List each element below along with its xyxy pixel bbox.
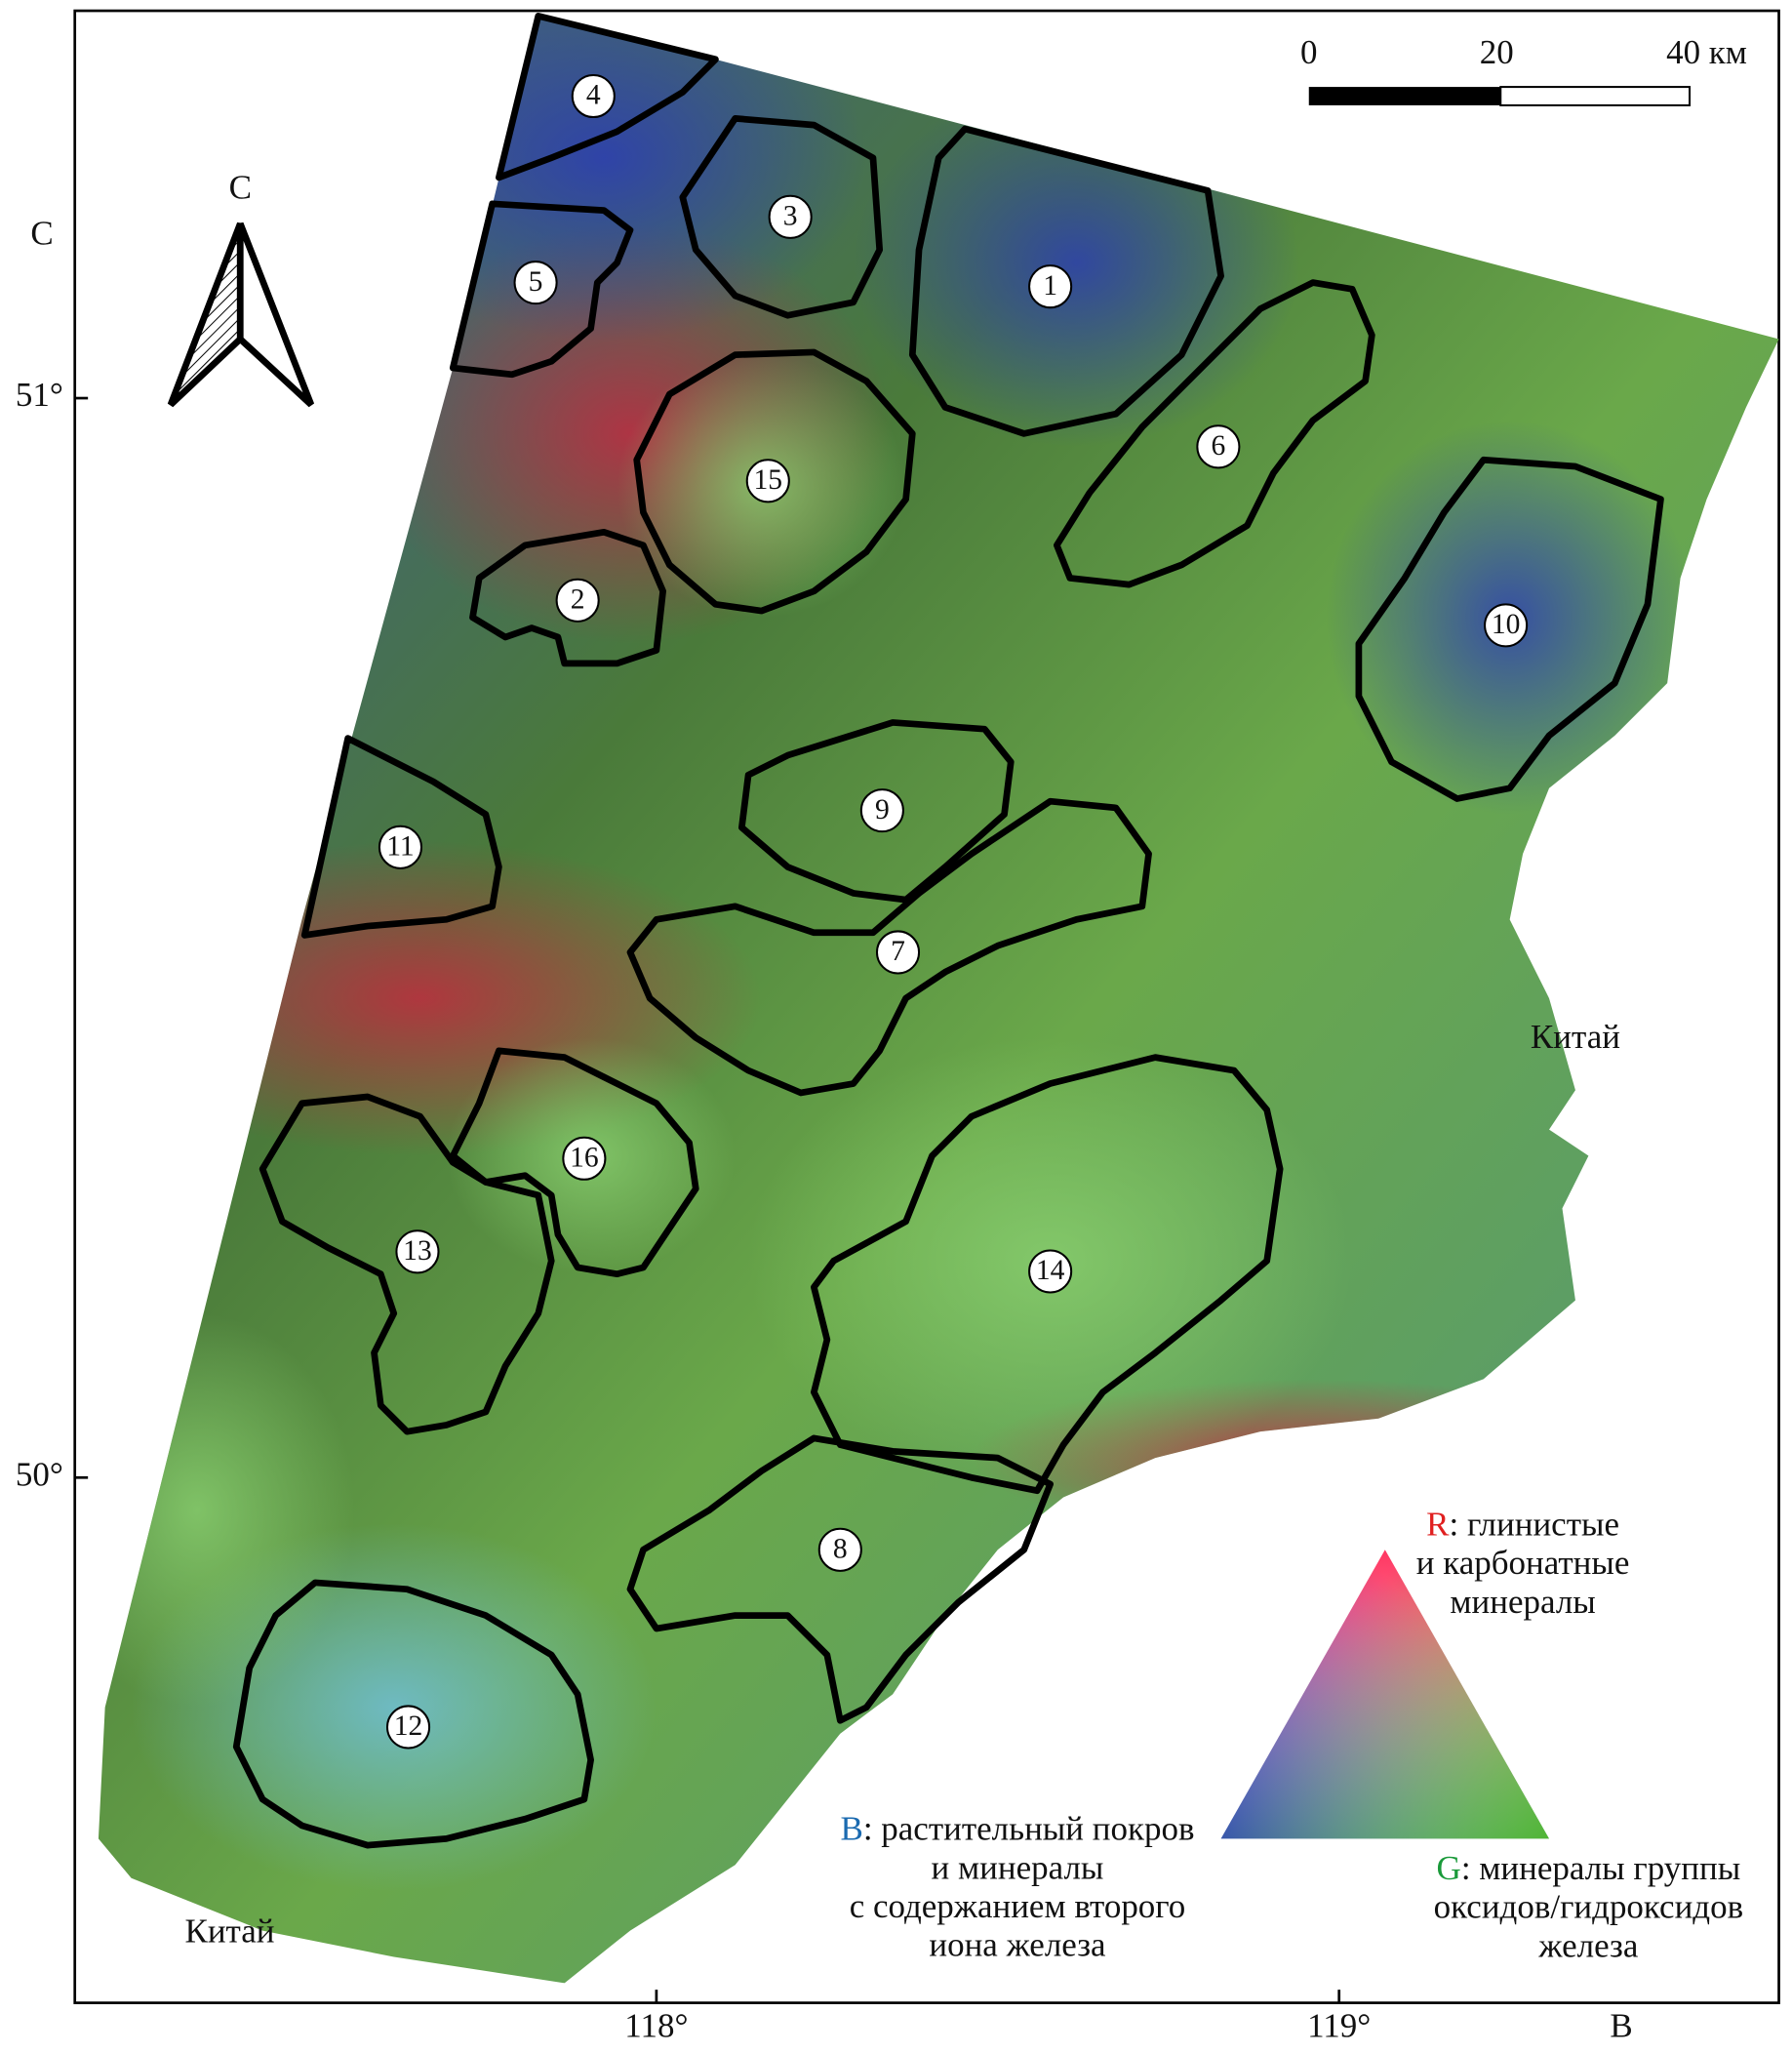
north-arrow-left	[167, 221, 244, 408]
longitude-label: 118°	[624, 2007, 688, 2045]
legend-text: G: минералы группы	[1437, 1849, 1741, 1887]
legend-line: : глинистые	[1450, 1505, 1620, 1543]
scale-label: 40 км	[1666, 33, 1747, 71]
region-label: 15	[753, 464, 782, 496]
scale-label: 20	[1480, 33, 1514, 71]
legend-text: R: глинистые	[1426, 1505, 1619, 1543]
region-outline	[811, 1054, 1284, 1495]
scale-bar	[1308, 86, 1692, 106]
region-marker	[859, 788, 904, 833]
region-outline	[679, 115, 884, 319]
region-marker	[1028, 1249, 1073, 1294]
north-arrow: С	[167, 168, 315, 408]
legend-line: : минералы группы	[1461, 1849, 1740, 1887]
scale-label: 0	[1300, 33, 1318, 71]
region-label: 7	[891, 936, 905, 967]
legend-key: B	[840, 1810, 862, 1848]
legend-line: и карбонатные	[1416, 1544, 1630, 1582]
north-label: С	[229, 168, 252, 206]
region-outline	[449, 1047, 699, 1278]
region-label: 16	[570, 1142, 599, 1173]
legend-triangle	[1220, 1550, 1550, 1839]
legend-line: с содержанием второго	[850, 1887, 1186, 1925]
region-label: 11	[386, 830, 415, 862]
region-outline	[259, 1093, 555, 1435]
region-marker	[562, 1136, 607, 1181]
region-marker	[385, 1705, 431, 1750]
legend-text: минералы	[1450, 1583, 1595, 1621]
region-label: 14	[1036, 1255, 1065, 1286]
region-outline	[469, 528, 666, 667]
longitude-label: 119°	[1307, 2007, 1371, 2045]
scale-segment	[1308, 87, 1501, 105]
region-label: 6	[1211, 430, 1225, 462]
region-outline	[449, 200, 634, 379]
latitude-label: 50°	[16, 1455, 63, 1493]
legend-text: иона железа	[929, 1926, 1106, 1964]
region-outline	[1355, 456, 1664, 802]
legend-text: железа	[1537, 1926, 1638, 1964]
region-marker	[1484, 603, 1529, 648]
region-marker	[875, 930, 921, 975]
region-outline	[1053, 279, 1375, 588]
region-outline	[633, 348, 916, 615]
region-label: 5	[529, 266, 543, 298]
legend-text: B: растительный покров	[840, 1810, 1194, 1848]
region-marker	[571, 73, 616, 119]
region-label: 8	[833, 1533, 848, 1564]
country-label: Китай	[1531, 1018, 1620, 1056]
legend-line: иона железа	[929, 1926, 1106, 1964]
latitude-label: 51°	[16, 376, 63, 414]
region-outline	[738, 719, 1015, 904]
country-label: Китай	[184, 1912, 274, 1951]
region-marker	[555, 578, 600, 623]
region-label: 2	[571, 584, 585, 615]
east-axis-label: В	[1610, 2007, 1632, 2045]
legend-text: с содержанием второго	[850, 1887, 1186, 1925]
legend-line: оксидов/гидроксидов	[1434, 1888, 1743, 1926]
legend-key: G	[1437, 1849, 1461, 1887]
legend-line: железа	[1537, 1926, 1638, 1964]
legend-text: и минералы	[932, 1848, 1104, 1886]
region-outline	[626, 797, 1152, 1097]
legend-line: : растительный покров	[863, 1810, 1195, 1848]
region-outline	[496, 13, 719, 181]
region-outline	[300, 735, 502, 939]
legend-key: R	[1426, 1505, 1450, 1543]
legend-text: и карбонатные	[1416, 1544, 1630, 1582]
north-axis-label: С	[30, 215, 53, 253]
region-marker	[745, 459, 790, 503]
region-outline	[232, 1579, 594, 1849]
region-outline	[908, 125, 1224, 437]
region-marker	[1028, 264, 1073, 309]
region-label: 13	[403, 1235, 432, 1267]
region-label: 1	[1043, 270, 1057, 302]
region-label: 3	[783, 200, 798, 231]
frame	[73, 9, 1780, 2004]
legend-text: оксидов/гидроксидов	[1434, 1888, 1743, 1926]
legend-line: и минералы	[932, 1848, 1104, 1886]
region-marker	[513, 261, 558, 305]
region-marker	[378, 825, 423, 869]
region-marker	[768, 194, 813, 239]
region-marker	[1196, 424, 1241, 469]
region-marker	[395, 1229, 440, 1274]
scale-segment	[1499, 86, 1692, 106]
region-label: 9	[875, 794, 890, 825]
region-marker	[817, 1527, 862, 1572]
region-label: 12	[394, 1711, 423, 1742]
north-arrow-right	[236, 221, 315, 408]
region-label: 4	[586, 80, 601, 111]
region-label: 10	[1492, 609, 1521, 640]
legend-line: минералы	[1450, 1583, 1595, 1621]
